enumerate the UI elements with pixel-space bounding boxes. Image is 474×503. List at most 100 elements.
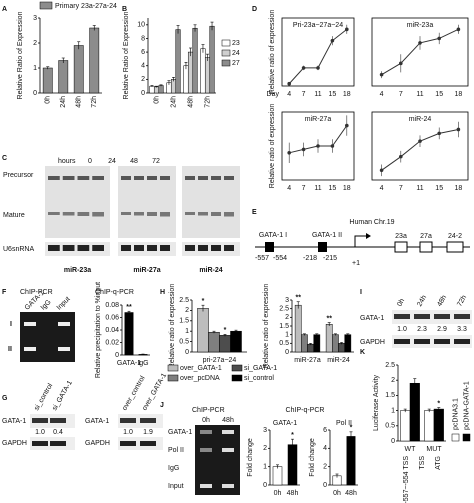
y-tick-label: 0.04	[105, 327, 119, 334]
y-tick-label: 3	[33, 15, 37, 22]
legend-label: pcDNA-GATA-1	[463, 381, 470, 430]
position-label: -215	[323, 255, 337, 262]
y-tick-label: 2	[141, 76, 145, 83]
gel-header: hours	[58, 158, 76, 165]
band	[120, 441, 136, 446]
band	[414, 314, 430, 319]
gene-label: 24-2	[448, 233, 462, 240]
row-label: IgG	[168, 465, 179, 472]
bar	[192, 27, 198, 94]
bar	[73, 45, 84, 94]
x-tick-label: 15	[329, 91, 337, 98]
legend-swatch	[451, 433, 460, 442]
x-tick-label: pri-27a~24	[203, 357, 237, 364]
legend-label: si_control	[244, 375, 274, 382]
x-tick-label: 48h	[287, 490, 299, 497]
legend-label: over_GATA-1	[180, 365, 222, 372]
gel-shape	[77, 245, 90, 251]
bar	[124, 312, 134, 356]
legend-swatch	[462, 433, 471, 442]
ratio-label: 1.0	[35, 429, 45, 436]
x-tick-label: 11	[314, 91, 321, 98]
ratio-label: 2.9	[437, 326, 447, 333]
y-tick-label: 0	[391, 438, 395, 445]
band	[394, 339, 410, 344]
y-tick-label: 6	[141, 49, 145, 56]
bar	[197, 308, 209, 353]
bar	[170, 79, 177, 94]
band	[120, 418, 136, 423]
legend-label: pcDNA3.1	[452, 398, 459, 430]
gel-shape	[224, 245, 234, 251]
legend-swatch	[231, 374, 243, 382]
row-label: Pol II	[168, 447, 184, 454]
band	[394, 314, 410, 319]
legend-label: Primary 23a-27a-24	[55, 3, 117, 10]
legend-label: 23	[232, 40, 240, 47]
bar	[313, 334, 321, 353]
band	[222, 448, 234, 452]
gel-header: ChIP-PCR	[192, 407, 225, 414]
x-tick-label: 15	[435, 91, 443, 98]
bar	[344, 334, 352, 353]
band	[454, 314, 470, 319]
x-tick-label: 24h	[170, 96, 177, 108]
bar	[287, 444, 298, 486]
band	[50, 441, 66, 446]
x-tick-label: 11	[416, 185, 423, 192]
line	[288, 28, 348, 85]
legend-swatch	[39, 1, 53, 10]
panel-letter: D	[252, 6, 257, 13]
annotation: **	[326, 315, 332, 322]
y-tick-label: 2	[185, 307, 189, 314]
y-axis-label: Relative Ratio of Expression	[17, 11, 24, 99]
y-axis-label: Relative Ratio of Expression	[123, 11, 130, 99]
gel-shape	[92, 176, 104, 180]
gene-box	[419, 241, 433, 253]
legend-swatch	[221, 49, 231, 57]
plot-frame	[371, 17, 469, 87]
y-tick-label: 0	[115, 352, 119, 359]
gel-shape	[134, 176, 144, 180]
x-tick-label: 0h	[153, 96, 160, 104]
gel-title: miR-23a	[64, 267, 91, 274]
position-label: -554	[273, 255, 287, 262]
gel-shape	[48, 176, 60, 180]
legend-label: si_GATA-1	[244, 365, 277, 372]
legend-swatch	[221, 39, 231, 47]
legend-label: over_pcDNA	[180, 375, 220, 382]
y-tick-label: 2	[391, 377, 395, 384]
x-tick-label: 0h	[274, 490, 282, 497]
gel-shape	[147, 245, 157, 251]
row-label: GAPDH	[2, 440, 27, 447]
gene-label: 27a	[420, 233, 432, 240]
gel-shape	[224, 212, 234, 217]
x-tick-label: 7	[399, 185, 403, 192]
y-axis-label: Relative ratio of expression	[263, 284, 270, 369]
position-label: -218	[303, 255, 317, 262]
gel-shape	[211, 245, 221, 251]
band	[140, 418, 156, 423]
x-tick-label: 11	[314, 185, 321, 192]
bar	[433, 408, 444, 442]
lane-label: 0h	[396, 298, 406, 308]
bar	[400, 410, 411, 442]
bar	[338, 343, 345, 353]
y-tick-label: 0.5	[385, 423, 395, 430]
bar	[42, 67, 53, 94]
band	[222, 430, 234, 434]
annotation: **	[126, 304, 132, 311]
gel-shape	[134, 245, 144, 251]
y-tick-label: 0.02	[105, 339, 119, 346]
bar	[149, 85, 155, 94]
y-tick-label: 10	[137, 22, 145, 29]
ratio-label: 2.3	[417, 326, 427, 333]
panel-letter: G	[2, 395, 8, 402]
y-tick-label: 1.5	[179, 318, 189, 325]
row-label: Precursor	[3, 172, 34, 179]
x-tick-label: WT	[405, 446, 417, 453]
band	[434, 339, 450, 344]
band	[434, 314, 450, 319]
lane-label: 72	[152, 158, 160, 165]
